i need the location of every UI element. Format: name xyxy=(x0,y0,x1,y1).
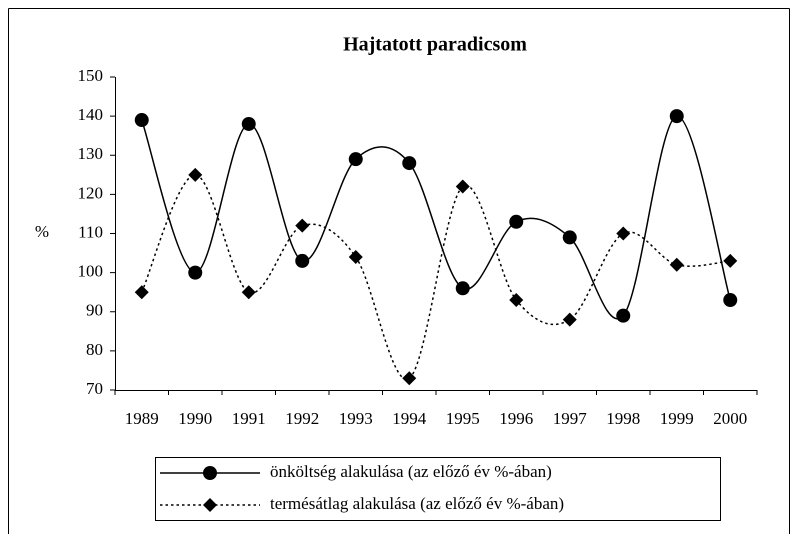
y-tick-label: 110 xyxy=(78,222,103,241)
y-tick-label: 120 xyxy=(78,183,104,202)
data-point xyxy=(402,371,417,386)
y-tick-label: 130 xyxy=(78,144,104,163)
legend-marker xyxy=(203,498,217,512)
x-tick-label: 1994 xyxy=(392,409,427,428)
y-axis-label: % xyxy=(35,222,49,241)
y-tick-label: 70 xyxy=(86,379,103,398)
x-tick-label: 1992 xyxy=(285,409,319,428)
data-point xyxy=(295,253,310,268)
data-point xyxy=(188,265,203,280)
data-point xyxy=(509,293,524,308)
x-tick-label: 1995 xyxy=(446,409,480,428)
data-point xyxy=(455,179,470,194)
chart-title: Hajtatott paradicsom xyxy=(343,34,527,56)
data-point xyxy=(295,218,310,233)
x-tick-label: 1998 xyxy=(606,409,640,428)
data-point xyxy=(562,230,577,245)
data-point xyxy=(669,257,684,272)
data-point xyxy=(723,293,738,308)
data-point xyxy=(134,113,149,128)
x-tick-label: 1990 xyxy=(178,409,212,428)
data-point xyxy=(241,116,256,131)
data-point xyxy=(669,109,684,124)
data-point xyxy=(455,281,470,296)
data-point xyxy=(348,249,363,264)
data-point xyxy=(134,285,149,300)
data-point xyxy=(241,285,256,300)
y-tick-label: 80 xyxy=(86,340,103,359)
data-point xyxy=(188,167,203,182)
y-tick-label: 100 xyxy=(78,262,104,281)
x-tick-label: 1989 xyxy=(125,409,159,428)
x-tick-label: 1993 xyxy=(339,409,373,428)
y-tick-label: 150 xyxy=(78,66,104,85)
x-tick-label: 1997 xyxy=(553,409,588,428)
data-point xyxy=(509,214,524,229)
series-line xyxy=(141,115,731,320)
y-tick-label: 90 xyxy=(86,301,103,320)
y-tick-label: 140 xyxy=(78,105,104,124)
data-point xyxy=(562,312,577,327)
data-point xyxy=(723,253,738,268)
x-tick-label: 1996 xyxy=(499,409,533,428)
legend-box xyxy=(155,457,721,521)
x-tick-label: 1999 xyxy=(660,409,694,428)
series-line xyxy=(141,174,731,380)
x-tick-label: 1991 xyxy=(232,409,266,428)
data-point xyxy=(348,152,363,167)
legend-label: önköltség alakulása (az előző év %-ában) xyxy=(270,462,552,481)
data-point xyxy=(402,156,417,171)
legend-marker xyxy=(203,466,217,480)
data-point xyxy=(616,308,631,323)
data-point xyxy=(616,226,631,241)
x-tick-label: 2000 xyxy=(713,409,747,428)
legend-label: termésátlag alakulása (az előző év %-ába… xyxy=(270,494,564,513)
